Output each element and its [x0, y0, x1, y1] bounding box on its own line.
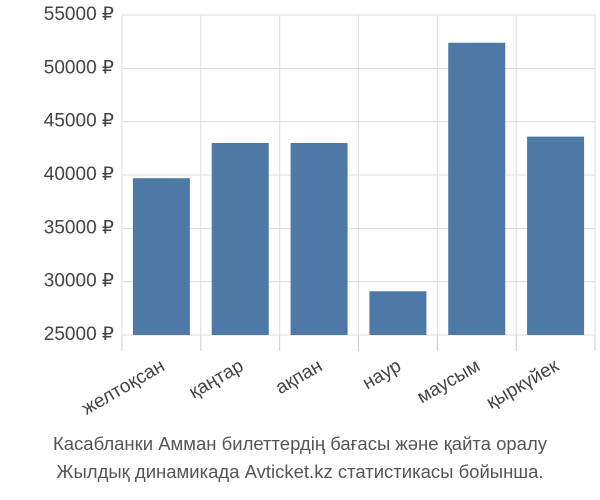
y-tick-label: 50000 ₽ — [44, 57, 114, 78]
x-tick-label: желтоқсан — [79, 355, 169, 419]
bar — [132, 178, 190, 335]
x-tick-label: ақпан — [272, 355, 326, 398]
bar — [290, 143, 348, 335]
bar — [369, 291, 427, 335]
y-tick-label: 30000 ₽ — [44, 271, 114, 292]
y-tick-label: 55000 ₽ — [44, 4, 114, 25]
y-tick-label: 25000 ₽ — [44, 324, 114, 345]
x-tick-label: қыркүйек — [483, 355, 563, 413]
x-tick-label: маусым — [414, 355, 484, 408]
y-tick-label: 40000 ₽ — [44, 164, 114, 185]
bar — [211, 143, 269, 335]
y-tick-label: 45000 ₽ — [44, 111, 114, 132]
x-tick-label: наур — [359, 355, 405, 394]
y-tick-label: 35000 ₽ — [44, 217, 114, 238]
bar — [448, 42, 506, 335]
bar — [527, 136, 585, 335]
caption-line: Касабланки Амман билеттердің бағасы және… — [53, 433, 548, 454]
x-tick-label: қаңтар — [186, 355, 248, 403]
caption-line: Жылдық динамикада Avticket.kz статистика… — [56, 461, 543, 482]
